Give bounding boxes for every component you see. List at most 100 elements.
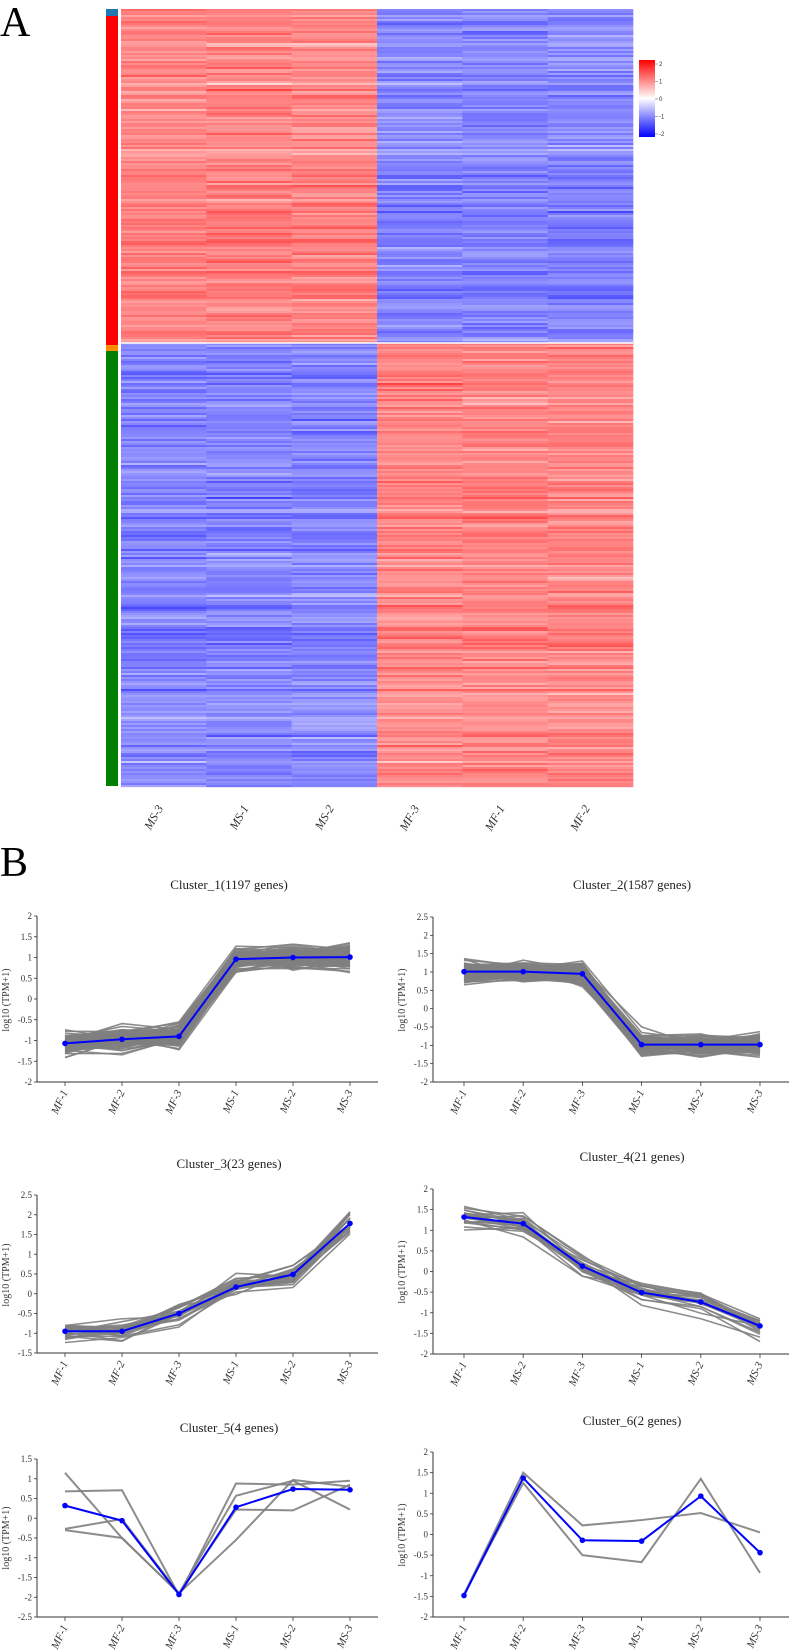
heatmap-cell [121, 385, 207, 388]
heatmap-cell [377, 141, 463, 144]
heatmap-cell [291, 253, 378, 256]
heatmap-cell [291, 213, 378, 216]
heatmap-cell [547, 325, 634, 328]
heatmap-cell [547, 299, 634, 302]
mean-point [579, 1263, 586, 1269]
heatmap-cell [377, 585, 463, 588]
heatmap-cell [377, 379, 463, 382]
heatmap-cell [462, 525, 548, 528]
heatmap-cell [462, 323, 548, 326]
heatmap-cell [547, 149, 634, 152]
heatmap-cell [462, 785, 548, 788]
heatmap-cell [121, 313, 207, 316]
heatmap-cell [547, 763, 634, 766]
heatmap-cell [206, 371, 292, 374]
heatmap-cell [206, 577, 292, 580]
heatmap-cell [291, 31, 378, 34]
heatmap-cell [547, 411, 634, 414]
heatmap-cell [206, 325, 292, 328]
heatmap-cell [377, 59, 463, 62]
heatmap-cell [121, 333, 207, 336]
mean-point [233, 956, 239, 962]
heatmap-cell [206, 331, 292, 334]
heatmap-cell [462, 373, 548, 376]
heatmap-cell [121, 371, 207, 374]
heatmap-cell [206, 23, 292, 26]
heatmap-cell [547, 127, 634, 130]
heatmap-cell [206, 409, 292, 412]
gene-line [64, 1225, 351, 1327]
mean-point [698, 1041, 704, 1048]
heatmap-cell [547, 295, 634, 298]
heatmap-cell [547, 355, 634, 358]
heatmap-cell [121, 581, 207, 584]
heatmap-cell [462, 381, 548, 384]
y-tick-label: -1.5 [414, 1059, 429, 1069]
heatmap-cell [121, 21, 207, 24]
heatmap-cell [291, 167, 378, 170]
heatmap-cell [291, 397, 378, 400]
heatmap-cell [121, 601, 207, 604]
x-tick-label: MF-2 [507, 1088, 529, 1117]
heatmap-cell [206, 683, 292, 686]
heatmap-cell [291, 381, 378, 384]
heatmap-cell [547, 121, 634, 124]
heatmap-cell [547, 467, 634, 470]
heatmap-cell [377, 753, 463, 756]
heatmap-cell [547, 731, 634, 734]
heatmap-cell [121, 115, 207, 118]
heatmap-cell [462, 415, 548, 418]
heatmap-cell [377, 45, 463, 48]
heatmap-cell [291, 387, 378, 390]
heatmap-cell [547, 509, 634, 512]
heatmap-cell [547, 415, 634, 418]
heatmap-cell [547, 533, 634, 536]
y-tick-label: 0.5 [417, 985, 429, 995]
heatmap-cell [377, 207, 463, 210]
heatmap-cell [206, 629, 292, 632]
heatmap-cell [206, 77, 292, 80]
heatmap-cell [121, 321, 207, 324]
heatmap-cell [291, 633, 378, 636]
heatmap-cell [206, 113, 292, 116]
heatmap-cell [121, 259, 207, 262]
heatmap-cell [206, 327, 292, 330]
heatmap-cell [121, 729, 207, 732]
heatmap-cell [121, 301, 207, 304]
heatmap-cell [206, 193, 292, 196]
mean-point [698, 1493, 704, 1499]
heatmap-cell [121, 9, 207, 12]
heatmap-cell [121, 37, 207, 40]
heatmap-cell [291, 647, 378, 650]
heatmap-cell [121, 45, 207, 48]
heatmap-cell [291, 139, 378, 142]
heatmap-cell [291, 699, 378, 702]
heatmap-cell [291, 333, 378, 336]
heatmap-cell [206, 531, 292, 534]
heatmap-cell [377, 9, 463, 12]
heatmap-cell [291, 727, 378, 730]
heatmap-cell [462, 443, 548, 446]
heatmap-cell [377, 53, 463, 56]
heatmap-cell [206, 29, 292, 32]
heatmap-cell [547, 539, 634, 542]
heatmap-cell [291, 185, 378, 188]
heatmap-cell [291, 269, 378, 272]
heatmap-cell [206, 81, 292, 84]
heatmap-cell [462, 781, 548, 784]
heatmap-cell [462, 289, 548, 292]
heatmap-cell [462, 15, 548, 18]
heatmap-cell [291, 33, 378, 36]
heatmap-cell [377, 153, 463, 156]
heatmap-cell [206, 641, 292, 644]
heatmap-cell [377, 47, 463, 50]
heatmap-cell [121, 489, 207, 492]
heatmap-cell [547, 193, 634, 196]
heatmap-cell [547, 349, 634, 352]
heatmap-cell [547, 371, 634, 374]
heatmap-cell [377, 333, 463, 336]
heatmap-cell [377, 411, 463, 414]
heatmap-cell [462, 367, 548, 370]
heatmap-cell [121, 439, 207, 442]
heatmap-cell [206, 719, 292, 722]
